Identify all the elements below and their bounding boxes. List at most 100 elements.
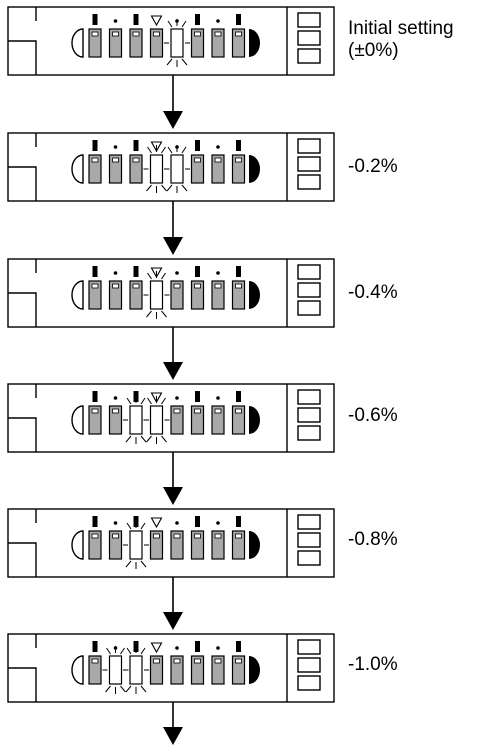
panel-notch bbox=[8, 292, 37, 327]
top-dot-marker bbox=[216, 271, 220, 275]
step-2-label: -0.2% bbox=[348, 156, 398, 178]
light-ray bbox=[161, 184, 167, 192]
step-5-label-line1: -0.8% bbox=[348, 529, 398, 550]
segment-cap bbox=[194, 157, 201, 163]
step-2-panel bbox=[7, 132, 335, 255]
light-ray bbox=[126, 397, 132, 405]
led-segment-4 bbox=[149, 405, 164, 435]
step-6-label: -1.0% bbox=[348, 654, 398, 676]
top-bar-marker bbox=[133, 641, 139, 652]
top-dot-marker bbox=[175, 271, 179, 275]
flow-arrow-head bbox=[163, 362, 183, 380]
light-ray bbox=[161, 397, 166, 405]
light-ray bbox=[146, 310, 152, 318]
light-ray bbox=[181, 184, 188, 192]
led-segment-5 bbox=[170, 28, 184, 58]
top-dot-marker bbox=[175, 145, 179, 149]
left-end-cap bbox=[71, 405, 84, 435]
top-dot-marker bbox=[113, 19, 118, 23]
light-ray bbox=[147, 397, 152, 405]
light-ray bbox=[120, 647, 125, 655]
segment-cap bbox=[194, 31, 201, 37]
segment-cap bbox=[91, 408, 99, 414]
panel-notch bbox=[8, 417, 37, 452]
top-bar-marker bbox=[133, 14, 139, 25]
segment-cap bbox=[214, 408, 222, 414]
led-segment-3 bbox=[129, 405, 143, 435]
step-4-label: -0.6% bbox=[348, 405, 398, 427]
segment-cap bbox=[214, 283, 222, 289]
top-bar-marker bbox=[195, 140, 200, 151]
segment-cap bbox=[214, 658, 222, 664]
step-5-panel bbox=[7, 508, 335, 630]
light-ray bbox=[146, 184, 152, 192]
light-ray bbox=[161, 146, 166, 154]
light-ray bbox=[181, 20, 187, 28]
connector-slot-1 bbox=[297, 514, 321, 530]
led-segment-4 bbox=[149, 154, 164, 184]
flow-arrow-head bbox=[163, 727, 183, 745]
led-segment-3 bbox=[129, 530, 143, 560]
top-dot-marker bbox=[113, 396, 118, 400]
flow-arrow-head bbox=[163, 237, 183, 255]
flow-arrow-head bbox=[163, 487, 183, 505]
light-ray bbox=[140, 647, 146, 655]
connector-slot-2 bbox=[297, 532, 321, 548]
segment-cap bbox=[235, 658, 242, 664]
top-dot-marker bbox=[216, 521, 220, 525]
step-1-panel bbox=[7, 6, 335, 129]
top-bar-marker bbox=[133, 516, 139, 527]
connector-slot-2 bbox=[297, 657, 321, 673]
top-bar-marker bbox=[92, 266, 98, 277]
right-end-cap bbox=[249, 531, 260, 559]
top-bar-marker bbox=[236, 14, 241, 25]
setting-triangle-marker bbox=[150, 392, 163, 404]
light-ray bbox=[166, 58, 173, 66]
top-dot-marker bbox=[175, 521, 179, 525]
left-end-cap bbox=[71, 530, 84, 560]
top-bar-marker bbox=[92, 391, 98, 402]
top-bar-marker bbox=[195, 266, 200, 277]
top-bar-marker bbox=[92, 14, 98, 25]
top-dot-marker bbox=[113, 271, 118, 275]
setting-triangle-marker bbox=[150, 642, 163, 654]
step-3-label: -0.4% bbox=[348, 282, 398, 304]
light-ray bbox=[167, 20, 173, 28]
light-ray bbox=[147, 272, 152, 280]
light-ray bbox=[120, 685, 126, 693]
top-dot-marker bbox=[175, 646, 179, 650]
segment-cap bbox=[214, 533, 222, 539]
top-bar-marker bbox=[236, 140, 241, 151]
left-end-cap bbox=[71, 28, 84, 58]
connector-slot-3 bbox=[297, 675, 321, 691]
top-bar-marker bbox=[236, 391, 241, 402]
top-bar-marker bbox=[195, 516, 200, 527]
segment-cap bbox=[112, 283, 119, 289]
step-3-panel bbox=[7, 258, 335, 380]
light-ray bbox=[125, 560, 132, 568]
top-dot-marker bbox=[216, 396, 220, 400]
light-ray bbox=[147, 146, 152, 154]
segment-cap bbox=[173, 408, 181, 414]
top-bar-marker bbox=[133, 266, 139, 277]
led-segment-3 bbox=[129, 655, 143, 685]
segment-cap bbox=[132, 283, 140, 289]
right-end-cap bbox=[249, 281, 260, 309]
segment-cap bbox=[194, 658, 201, 664]
segment-cap bbox=[235, 283, 242, 289]
top-bar-marker bbox=[236, 641, 241, 652]
connector-slot-2 bbox=[297, 407, 321, 423]
left-end-cap bbox=[71, 655, 84, 685]
panel-notch bbox=[8, 40, 37, 75]
light-ray bbox=[166, 184, 173, 192]
connector-slot-1 bbox=[297, 138, 321, 154]
segment-cap bbox=[91, 658, 99, 664]
top-dot-marker bbox=[175, 396, 179, 400]
top-bar-marker bbox=[195, 14, 200, 25]
light-ray bbox=[125, 435, 132, 443]
segment-cap bbox=[194, 533, 201, 539]
segment-cap bbox=[112, 31, 119, 37]
segment-cap bbox=[235, 31, 242, 37]
step-1-label-line1: Initial setting bbox=[348, 18, 454, 39]
